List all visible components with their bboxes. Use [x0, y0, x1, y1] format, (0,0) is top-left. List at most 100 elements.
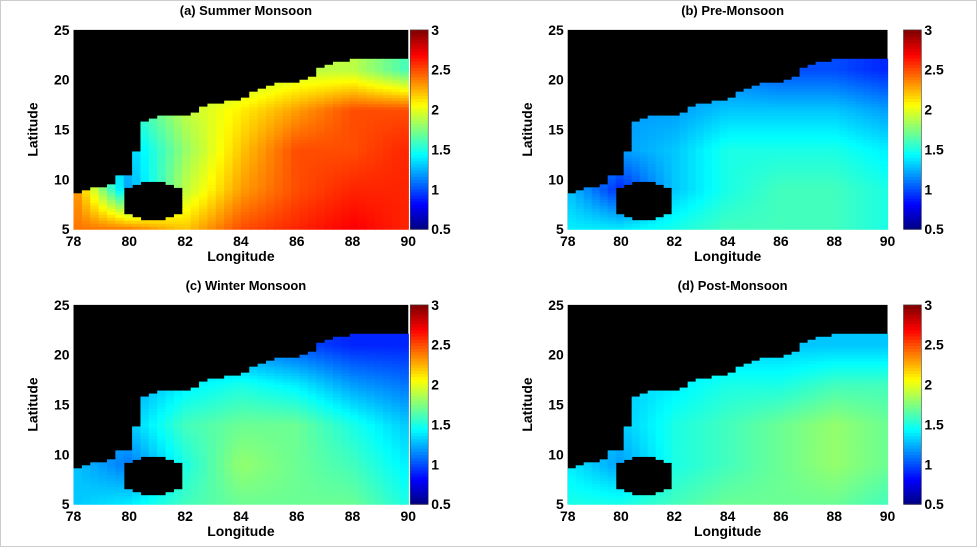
heatmap-cell	[224, 184, 234, 188]
heatmap-cell	[791, 217, 801, 221]
heatmap-cell	[257, 363, 267, 368]
colorbar-segment	[410, 308, 429, 312]
heatmap-cell	[383, 354, 393, 359]
heatmap-cell	[399, 366, 409, 371]
heatmap-cell	[711, 124, 721, 129]
heatmap-cell	[291, 423, 301, 428]
heatmap-cell	[871, 79, 881, 84]
heatmap-cell	[871, 154, 881, 159]
heatmap-cell	[695, 166, 705, 170]
heatmap-cell	[695, 112, 705, 117]
heatmap-cell	[266, 103, 275, 108]
heatmap-cell	[399, 420, 409, 425]
heatmap-cell	[391, 58, 401, 63]
heatmap-cell	[366, 351, 376, 356]
heatmap-cell	[257, 459, 267, 463]
heatmap-cell	[249, 166, 259, 170]
heatmap-cell	[307, 202, 317, 206]
heatmap-cell	[879, 160, 889, 165]
heatmap-cell	[391, 492, 401, 496]
heatmap-cell	[655, 127, 665, 132]
heatmap-cell	[332, 381, 342, 386]
colorbar-segment	[903, 126, 922, 131]
heatmap-cell	[751, 220, 761, 224]
heatmap-cell	[399, 211, 409, 215]
heatmap-cell	[316, 483, 326, 487]
heatmap-cell	[182, 420, 192, 425]
heatmap-cell	[165, 456, 175, 460]
heatmap-cell	[391, 169, 401, 173]
heatmap-cell	[332, 100, 342, 105]
heatmap-cell	[115, 480, 125, 484]
heatmap-cell	[240, 118, 250, 123]
heatmap-cell	[839, 157, 849, 162]
heatmap-cell	[751, 121, 761, 126]
heatmap-cell	[735, 160, 745, 165]
heatmap-cell	[863, 160, 873, 165]
heatmap-cell	[257, 369, 267, 374]
heatmap-cell	[232, 214, 242, 218]
heatmap-cell	[687, 190, 697, 194]
heatmap-cell	[831, 133, 841, 138]
heatmap-cell	[366, 345, 376, 350]
heatmap-cell	[140, 498, 150, 502]
heatmap-cell	[847, 103, 857, 108]
heatmap-cell	[232, 226, 242, 230]
heatmap-cell	[366, 357, 376, 362]
heatmap-cell	[623, 157, 633, 162]
heatmap-cell	[839, 184, 849, 188]
heatmap-cell	[399, 100, 409, 105]
heatmap-cell	[671, 124, 681, 129]
heatmap-cell	[266, 441, 275, 445]
heatmap-cell	[399, 64, 409, 69]
heatmap-cell	[148, 399, 158, 404]
heatmap-cell	[711, 199, 721, 203]
heatmap-cell	[871, 112, 881, 117]
heatmap-cell	[671, 127, 681, 132]
colorbar-segment	[410, 64, 429, 68]
heatmap-cell	[823, 193, 833, 197]
heatmap-cell	[332, 375, 342, 380]
heatmap-cell	[366, 462, 376, 466]
heatmap-cell	[349, 97, 359, 102]
heatmap-cell	[358, 103, 368, 108]
heatmap-cell	[257, 190, 267, 194]
heatmap-cell	[767, 133, 777, 138]
heatmap-cell	[199, 211, 209, 215]
heatmap-cell	[374, 202, 384, 206]
heatmap-cell	[215, 498, 225, 502]
heatmap-cell	[316, 423, 326, 428]
heatmap-cell	[190, 423, 200, 428]
heatmap-cell	[663, 181, 673, 185]
heatmap-cell	[759, 208, 769, 212]
heatmap-cell	[132, 217, 142, 221]
heatmap-cell	[703, 106, 713, 111]
heatmap-cell	[73, 468, 83, 472]
heatmap-cell	[815, 205, 825, 209]
heatmap-cell	[240, 426, 250, 431]
heatmap-cell	[374, 106, 384, 111]
heatmap-cell	[399, 172, 409, 176]
heatmap-cell	[182, 124, 192, 129]
heatmap-cell	[391, 462, 401, 466]
heatmap-cell	[671, 199, 681, 203]
heatmap-cell	[831, 130, 841, 135]
heatmap-cell	[249, 100, 259, 105]
heatmap-cell	[341, 205, 351, 209]
heatmap-cell	[374, 205, 384, 209]
heatmap-cell	[711, 184, 721, 188]
heatmap-cell	[775, 145, 785, 150]
heatmap-cell	[855, 142, 865, 147]
heatmap-cell	[374, 480, 384, 484]
heatmap-cell	[232, 483, 242, 487]
heatmap-cell	[182, 444, 192, 448]
colorbar-segment	[903, 222, 922, 227]
heatmap-cell	[107, 214, 116, 218]
heatmap-cell	[783, 133, 793, 138]
heatmap-cell	[366, 489, 376, 493]
heatmap-cell	[73, 498, 83, 502]
heatmap-cell	[257, 486, 267, 490]
heatmap-cell	[751, 205, 761, 209]
heatmap-cell	[73, 214, 83, 218]
heatmap-cell	[735, 109, 745, 114]
